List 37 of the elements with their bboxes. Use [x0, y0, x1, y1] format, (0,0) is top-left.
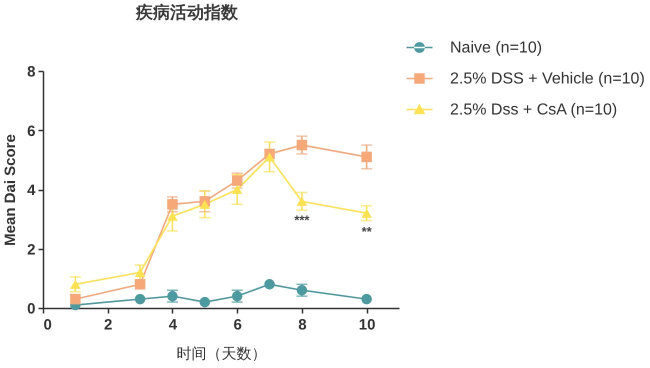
- point: [296, 196, 308, 206]
- x-axis-title: 时间（天数）: [176, 346, 266, 362]
- chart-title: 疾病活动指数: [135, 3, 239, 22]
- annotation: **: [362, 224, 373, 240]
- x-tick-label: 0: [44, 316, 52, 334]
- x-tick-label: 6: [234, 316, 242, 334]
- legend-label: 2.5% Dss + CsA (n=10): [450, 102, 618, 118]
- point: [361, 152, 372, 162]
- x-tick-label: 10: [358, 316, 376, 334]
- point: [264, 279, 275, 290]
- point: [264, 152, 275, 162]
- y-tick-label: 0: [27, 300, 36, 318]
- point: [361, 294, 372, 304]
- point: [167, 199, 178, 210]
- y-tick-label: 6: [27, 122, 36, 140]
- point: [232, 175, 242, 186]
- legend-label: Naive (n=10): [450, 40, 542, 56]
- point: [70, 280, 81, 289]
- point: [200, 200, 210, 209]
- point: [200, 296, 210, 308]
- y-axis-title: Mean Dai Score: [2, 134, 20, 246]
- point: [167, 212, 178, 221]
- point: [361, 208, 372, 218]
- point: [296, 140, 308, 150]
- y-tick-label: 4: [27, 182, 36, 199]
- y-tick-label: 2: [27, 241, 36, 258]
- point: [134, 279, 146, 290]
- x-tick-label: 2: [104, 316, 112, 334]
- y-tick-label: 8: [27, 64, 36, 80]
- legend-label: 2.5% DSS + Vehicle (n=10): [450, 70, 645, 88]
- x-tick-label: 4: [168, 316, 178, 334]
- x-tick-label: 8: [298, 316, 307, 334]
- annotation: ***: [294, 212, 310, 228]
- point: [134, 268, 146, 277]
- point: [70, 294, 81, 304]
- point: [134, 294, 146, 304]
- point: [232, 184, 242, 194]
